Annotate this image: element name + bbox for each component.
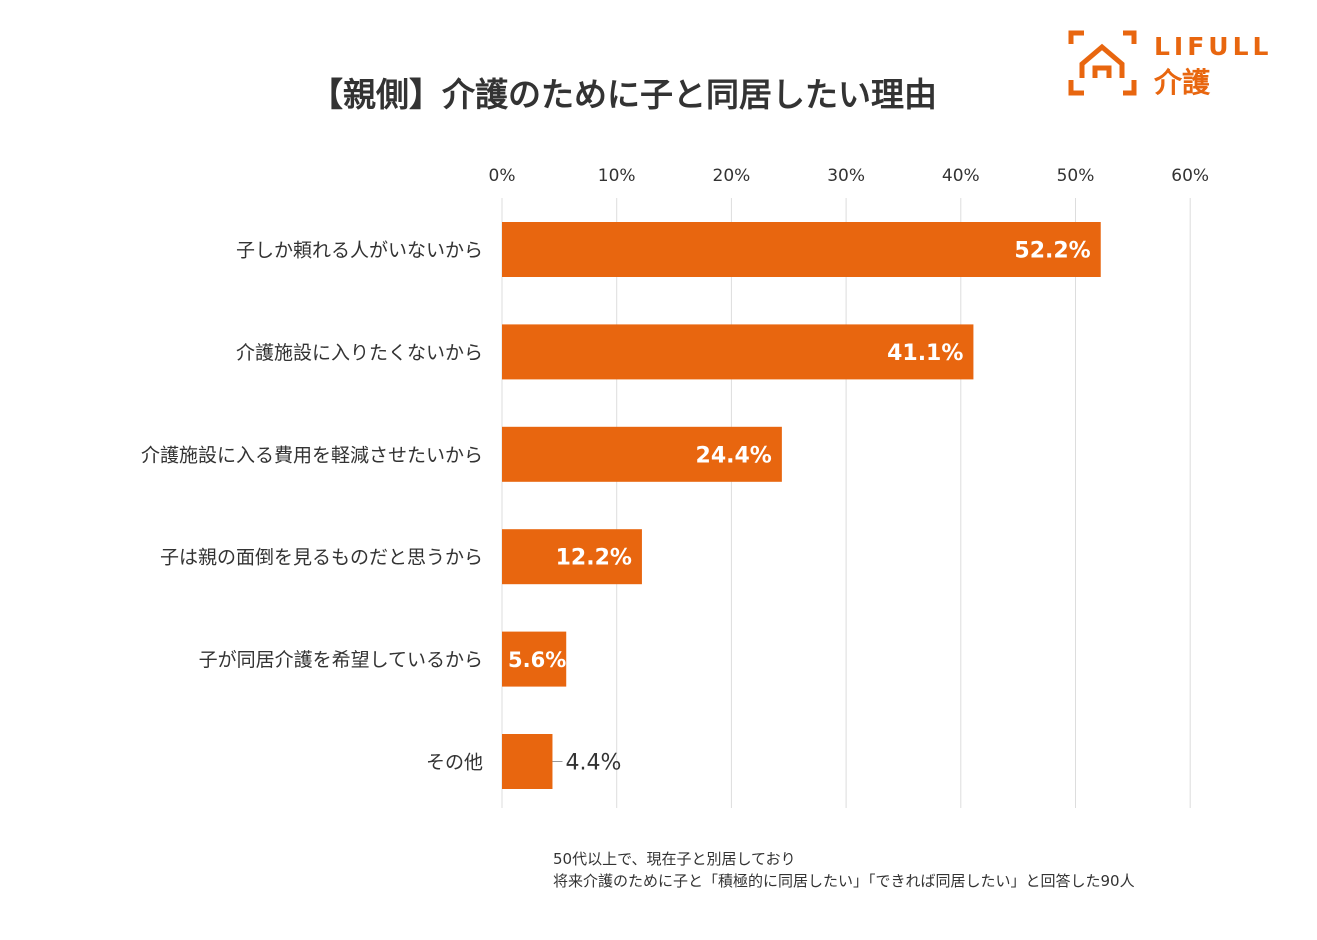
footnote-line-2: 将来介護のために子と「積極的に同居したい」「できれば同居したい」と回答した90人: [553, 872, 1135, 890]
bar: [502, 222, 1101, 277]
bar: [502, 426, 782, 482]
x-tick-label: 10%: [598, 166, 636, 186]
x-tick-label: 40%: [942, 166, 980, 186]
x-axis-ticks: 0% 10% 20% 30% 40% 50% 60%: [489, 166, 1210, 186]
x-tick-label: 60%: [1171, 166, 1209, 186]
data-label: 52.2%: [1014, 239, 1090, 264]
data-label: 5.6%: [508, 648, 566, 672]
bar: [502, 324, 974, 380]
x-tick-label: 30%: [827, 166, 865, 186]
category-label: 介護施設に入る費用を軽減させたいから: [141, 444, 483, 466]
gridlines: [501, 198, 1191, 808]
category-label: 子しか頼れる人がいないから: [236, 240, 483, 262]
logo-brand-text: LIFULL: [1154, 32, 1273, 61]
data-labels: 52.2% 41.1% 24.4% 12.2% 5.6% 4.4%: [508, 239, 1091, 776]
logo-sub-text: 介護: [1154, 66, 1211, 99]
category-label: 介護施設に入りたくないから: [236, 342, 483, 364]
data-label: 24.4%: [696, 443, 772, 468]
x-tick-label: 0%: [489, 166, 516, 186]
data-label: 4.4%: [565, 751, 621, 776]
data-label: 41.1%: [887, 341, 963, 366]
bar: [502, 631, 567, 687]
house-bracket-icon: [1068, 30, 1137, 96]
footnote: 50代以上で、現在子と別居しており 将来介護のために子と「積極的に同居したい」「…: [553, 848, 1135, 892]
category-label: 子が同居介護を希望しているから: [199, 649, 483, 671]
category-label: 子は親の面倒を見るものだと思うから: [160, 547, 483, 569]
footnote-line-1: 50代以上で、現在子と別居しており: [553, 850, 796, 868]
bar: [502, 734, 553, 789]
bars: [502, 222, 1101, 789]
category-labels: 子しか頼れる人がいないから介護施設に入りたくないから介護施設に入る費用を軽減させ…: [141, 240, 483, 774]
x-tick-label: 20%: [713, 166, 751, 186]
data-label: 12.2%: [556, 546, 632, 571]
category-label: その他: [426, 752, 483, 774]
lifull-kaigo-logo: LIFULL 介護: [1068, 30, 1288, 100]
chart-title: 【親側】介護のために子と同居したい理由: [310, 75, 937, 114]
bar: [502, 529, 642, 585]
x-tick-label: 50%: [1057, 166, 1095, 186]
